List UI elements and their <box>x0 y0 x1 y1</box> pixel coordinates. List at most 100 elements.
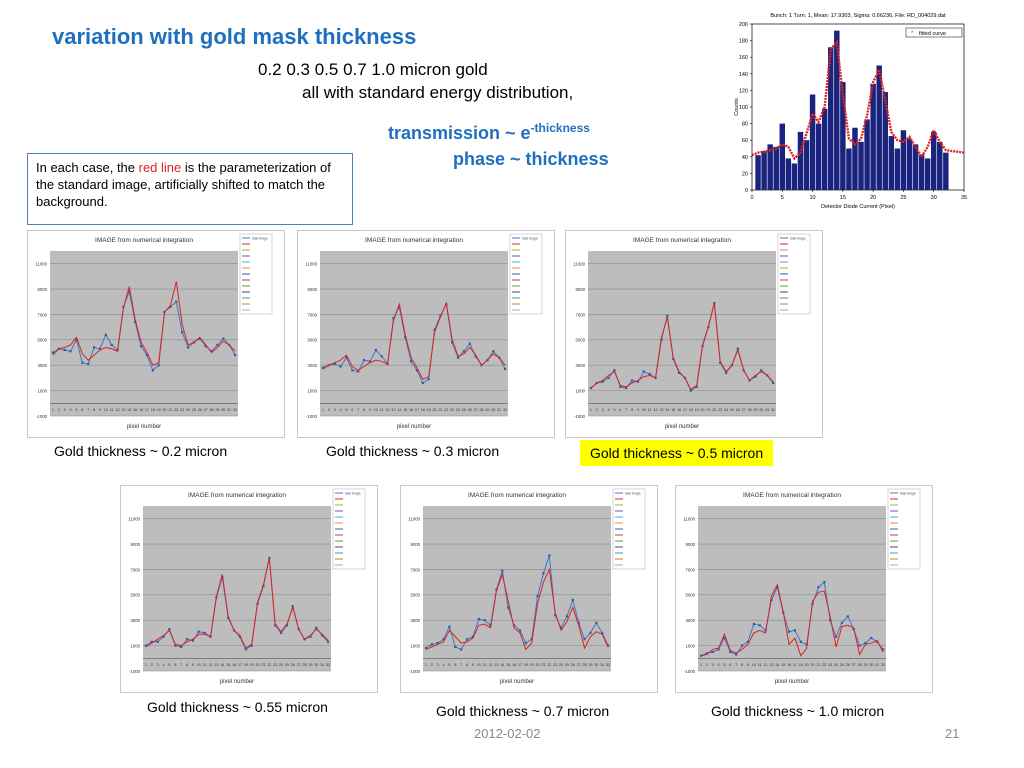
explanation-box: In each case, the red line is the parame… <box>27 153 353 225</box>
xtick-label: 30 <box>314 663 318 667</box>
parameterization-line <box>52 281 236 366</box>
ytick-label: 7000 <box>37 312 47 317</box>
xtick-label: 9 <box>99 408 101 412</box>
xtick-label: 12 <box>208 663 212 667</box>
measured-point <box>191 639 195 642</box>
histogram-bar <box>912 144 919 190</box>
caption-gold-1-0: Gold thickness ~ 1.0 micron <box>711 703 885 719</box>
xtick-label: 11 <box>380 408 384 412</box>
measured-point <box>250 644 253 647</box>
measured-point <box>695 385 698 388</box>
xtick-label: 9 <box>747 663 749 667</box>
histogram-legend-marker: * <box>911 31 914 37</box>
xtick-label: 4 <box>340 408 342 412</box>
plot-area <box>320 251 508 416</box>
xtick-label: 15 <box>671 408 675 412</box>
xtick-label: 5 <box>613 408 615 412</box>
xtick-label: 21 <box>168 408 172 412</box>
ytick-label: 1000 <box>410 643 420 648</box>
xtick-label: 3 <box>712 663 714 667</box>
measured-point <box>589 386 593 390</box>
xtick-label: 31 <box>765 408 769 412</box>
xtick-label: 24 <box>456 408 460 412</box>
xtick-label: 22 <box>444 408 448 412</box>
histogram-bar <box>840 82 846 190</box>
histogram-xtick-label: 30 <box>931 195 937 201</box>
xtick-label: 25 <box>840 663 844 667</box>
xtick-label: 30 <box>594 663 598 667</box>
measured-point <box>787 630 791 633</box>
histogram-ytick-label: 140 <box>739 72 748 78</box>
histogram-bar <box>761 150 767 190</box>
xtick-label: 20 <box>700 408 704 412</box>
xtick-label: 22 <box>174 408 178 412</box>
ytick-label: 9000 <box>685 542 695 547</box>
measured-point <box>577 621 580 624</box>
measured-point <box>63 348 66 352</box>
histogram-ytick-label: 120 <box>739 88 748 94</box>
xtick-label: 14 <box>665 408 669 412</box>
ytick-label: 3000 <box>307 363 317 368</box>
histogram-bar <box>930 131 937 190</box>
ytick-label: 11000 <box>35 261 47 266</box>
slide-title: variation with gold mask thickness <box>52 24 417 49</box>
xtick-label: 27 <box>577 663 581 667</box>
xtick-label: 12 <box>488 663 492 667</box>
chart-gold-0-5: IMAGE from numerical integration -1000 100… <box>565 230 823 438</box>
measured-point <box>392 317 395 320</box>
measured-point <box>501 569 504 572</box>
legend-label: total image <box>252 236 268 240</box>
legend-label: total image <box>625 491 641 495</box>
histogram-bar <box>803 140 810 190</box>
measured-point <box>339 365 342 368</box>
xtick-label: 19 <box>250 663 254 667</box>
xtick-label: 18 <box>151 408 155 412</box>
histogram-bar <box>858 141 864 190</box>
plot-area <box>143 506 331 671</box>
chart-gold-0-55: IMAGE from numerical integration -1000 100… <box>120 485 378 693</box>
xtick-label: 14 <box>220 663 224 667</box>
xtick-label: 17 <box>683 408 687 412</box>
measured-point <box>139 345 143 348</box>
legend-label: total image <box>900 491 916 495</box>
xtick-label: 3 <box>157 663 159 667</box>
ytick-label: 3000 <box>410 618 420 623</box>
xtick-label: 8 <box>466 663 468 667</box>
measured-point <box>87 362 90 366</box>
xtick-label: 32 <box>881 663 885 667</box>
histogram-bar <box>767 144 773 190</box>
histogram-xtick-label: 15 <box>840 195 846 201</box>
ytick-label: 3000 <box>685 618 695 623</box>
xtick-label: 15 <box>403 408 407 412</box>
xtick-label: 17 <box>793 663 797 667</box>
xtick-label: 29 <box>753 408 757 412</box>
measured-point <box>462 350 466 353</box>
xtick-label: 25 <box>462 408 466 412</box>
measured-point <box>157 364 160 367</box>
measured-point <box>477 617 480 621</box>
xtick-label: 18 <box>244 663 248 667</box>
xtick-label: 6 <box>619 408 621 412</box>
xtick-label: 28 <box>857 663 861 667</box>
xtick-label: 32 <box>771 408 775 412</box>
xtick-label: 11 <box>110 408 114 412</box>
measured-point <box>465 638 469 641</box>
xtick-label: 13 <box>659 408 663 412</box>
measured-point <box>345 356 348 359</box>
measured-point <box>542 572 545 575</box>
xtick-label: 18 <box>421 408 425 412</box>
histogram-bar <box>773 146 779 190</box>
xtick-label: 8 <box>631 408 633 412</box>
measured-point <box>430 643 433 646</box>
measured-point <box>760 369 763 372</box>
ytick-label: 9000 <box>307 287 317 292</box>
histogram-bar <box>821 108 828 190</box>
measured-point <box>677 371 681 374</box>
ytick-label: 5000 <box>410 593 420 598</box>
measured-point <box>150 640 153 643</box>
measured-point <box>185 638 189 641</box>
xtick-label: 1 <box>322 408 324 412</box>
plot-area <box>698 506 886 671</box>
xtick-label: 2 <box>706 663 708 667</box>
thickness-list: 0.2 0.3 0.5 0.7 1.0 micron gold <box>258 60 488 79</box>
